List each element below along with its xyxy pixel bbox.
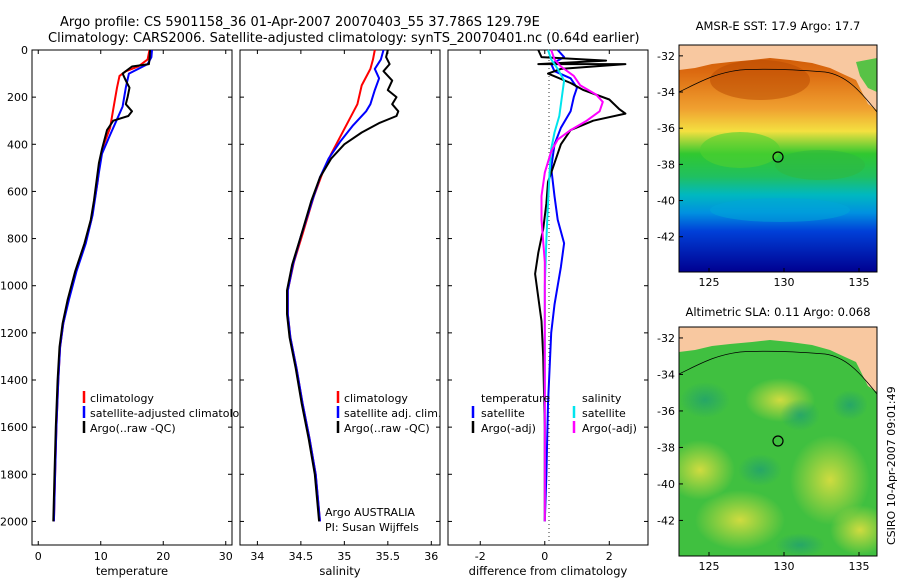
sst-map-ticks: 125 130 135 -32 -34 -36 -38 -40 -42 — [657, 50, 869, 289]
coastline-contour — [679, 350, 877, 395]
difference-legend-temperature: temperature satellite Argo(-adj) — [471, 392, 550, 435]
x-tick-label: 35 — [337, 550, 351, 563]
figure-title-line2: Climatology: CARS2006. Satellite-adjuste… — [48, 31, 640, 46]
x-tick-label: 20 — [156, 550, 170, 563]
legend-label-climatology: climatology — [90, 392, 154, 405]
legend-label-sal-satellite: satellite — [582, 407, 626, 420]
map-y-tick-label: -36 — [657, 405, 675, 418]
map-y-tick-label: -32 — [657, 50, 675, 63]
x-tick-label: 0 — [541, 550, 548, 563]
y-tick-label: 600 — [7, 185, 28, 198]
map-y-tick-label: -34 — [657, 368, 675, 381]
x-tick-label: 2 — [606, 550, 613, 563]
sst-map-image — [679, 45, 877, 272]
sla-map-ticks: 125 130 135 -32 -34 -36 -38 -40 -42 — [657, 332, 869, 573]
salinity-profile-panel: 34 34.5 35 35.5 36 climatology satellite adj… — [239, 49, 441, 578]
map-y-tick-label: -40 — [657, 478, 675, 491]
series-line-argo-raw-qc — [52, 49, 152, 522]
map-y-tick-label: -42 — [657, 514, 675, 527]
land-mass — [679, 327, 877, 392]
x-tick-label: 34 — [250, 550, 264, 563]
difference-axes-frame — [447, 49, 649, 546]
temperature-xlabel: temperature — [96, 564, 168, 578]
y-tick-label: 1000 — [0, 280, 28, 293]
legend-label-sal-argo: Argo(-adj) — [582, 422, 637, 435]
x-tick-label: 10 — [94, 550, 108, 563]
salinity-xlabel: salinity — [319, 564, 360, 578]
legend-label-temp-argo: Argo(-adj) — [481, 422, 536, 435]
x-tick-label: 34.5 — [289, 550, 314, 563]
temperature-legend: climatology satellite-adjusted climatolo… — [82, 391, 253, 435]
difference-profile-panel: -2 0 2 temperature satellite Argo(-adj) sa… — [447, 49, 649, 578]
map-y-tick-label: -40 — [657, 195, 675, 208]
map-x-tick-label: 125 — [699, 276, 720, 289]
legend-label-satellite: satellite-adjusted climatology — [90, 407, 253, 420]
sst-map-panel: AMSR-E SST: 17.9 Argo: 17.7 125 130 135 -32… — [657, 19, 878, 289]
credit-timestamp: CSIRO 10-Apr-2007 09:01:49 — [885, 386, 898, 545]
y-tick-label: 1400 — [0, 374, 28, 387]
legend-label-argo: Argo(..raw -QC) — [90, 422, 176, 435]
coastline-contour — [679, 68, 877, 113]
legend-heading-temperature: temperature — [481, 392, 550, 405]
y-tick-label: 200 — [7, 91, 28, 104]
y-tick-label: 400 — [7, 138, 28, 151]
map-x-tick-label: 135 — [849, 276, 870, 289]
legend-label-satellite: satellite adj. clim. — [344, 407, 441, 420]
x-tick-label: -2 — [475, 550, 486, 563]
argo-program-label: Argo AUSTRALIA — [325, 506, 415, 519]
y-tick-label: 0 — [21, 44, 28, 57]
map-x-tick-label: 130 — [774, 276, 795, 289]
x-tick-label: 0 — [35, 550, 42, 563]
argo-float-marker — [772, 151, 784, 163]
argo-float-marker — [772, 435, 784, 447]
legend-label-temp-satellite: satellite — [481, 407, 525, 420]
salinity-legend: climatology satellite adj. clim. Argo(..… — [336, 391, 441, 435]
sla-map-panel: Altimetric SLA: 0.11 Argo: 0.068 125 130 1… — [657, 305, 878, 573]
x-tick-label: 30 — [219, 550, 233, 563]
temperature-ticks: 0 10 20 30 0 200 400 600 800 1000 1200 1400 1600 1800… — [0, 44, 233, 563]
sla-map-title: Altimetric SLA: 0.11 Argo: 0.068 — [685, 305, 870, 319]
legend-label-climatology: climatology — [344, 392, 408, 405]
map-x-tick-label: 130 — [774, 560, 795, 573]
sla-map-image — [679, 327, 877, 556]
x-tick-label: 36 — [424, 550, 438, 563]
y-tick-label: 800 — [7, 233, 28, 246]
series-line-salinity-argo-adj — [540, 49, 604, 522]
sst-map-title: AMSR-E SST: 17.9 Argo: 17.7 — [696, 19, 861, 33]
map-y-tick-label: -36 — [657, 122, 675, 135]
map-y-tick-label: -42 — [657, 231, 675, 244]
map-x-tick-label: 125 — [699, 560, 720, 573]
map-y-tick-label: -32 — [657, 332, 675, 345]
difference-ticks: -2 0 2 — [448, 49, 648, 563]
salinity-axes-frame — [239, 49, 441, 546]
temperature-series — [52, 49, 153, 522]
salinity-series — [286, 49, 400, 522]
salinity-ticks: 34 34.5 35 35.5 36 — [240, 49, 440, 563]
principal-investigator-label: PI: Susan Wijffels — [325, 521, 419, 534]
legend-heading-salinity: salinity — [582, 392, 622, 405]
y-tick-label: 1800 — [0, 468, 28, 481]
y-tick-label: 1600 — [0, 421, 28, 434]
y-tick-label: 2000 — [0, 515, 28, 528]
temperature-axes-frame — [31, 49, 233, 546]
difference-series — [534, 49, 627, 522]
land-mass — [679, 45, 877, 110]
x-tick-label: 35.5 — [376, 550, 401, 563]
map-y-tick-label: -34 — [657, 86, 675, 99]
difference-xlabel: difference from climatology — [469, 564, 628, 578]
y-tick-label: 1200 — [0, 327, 28, 340]
legend-label-argo: Argo(..raw -QC) — [344, 422, 430, 435]
difference-legend-salinity: salinity satellite Argo(-adj) — [572, 392, 637, 435]
temperature-profile-panel: 0 10 20 30 0 200 400 600 800 1000 1200 1400 1600 1800… — [0, 44, 253, 578]
map-y-tick-label: -38 — [657, 158, 675, 171]
figure-title-line1: Argo profile: CS 5901158_36 01-Apr-2007 … — [60, 15, 540, 30]
series-line-temperature-argo-adj — [534, 49, 627, 522]
series-line-argo-raw-qc — [286, 49, 400, 522]
map-y-tick-label: -38 — [657, 441, 675, 454]
map-x-tick-label: 135 — [849, 560, 870, 573]
